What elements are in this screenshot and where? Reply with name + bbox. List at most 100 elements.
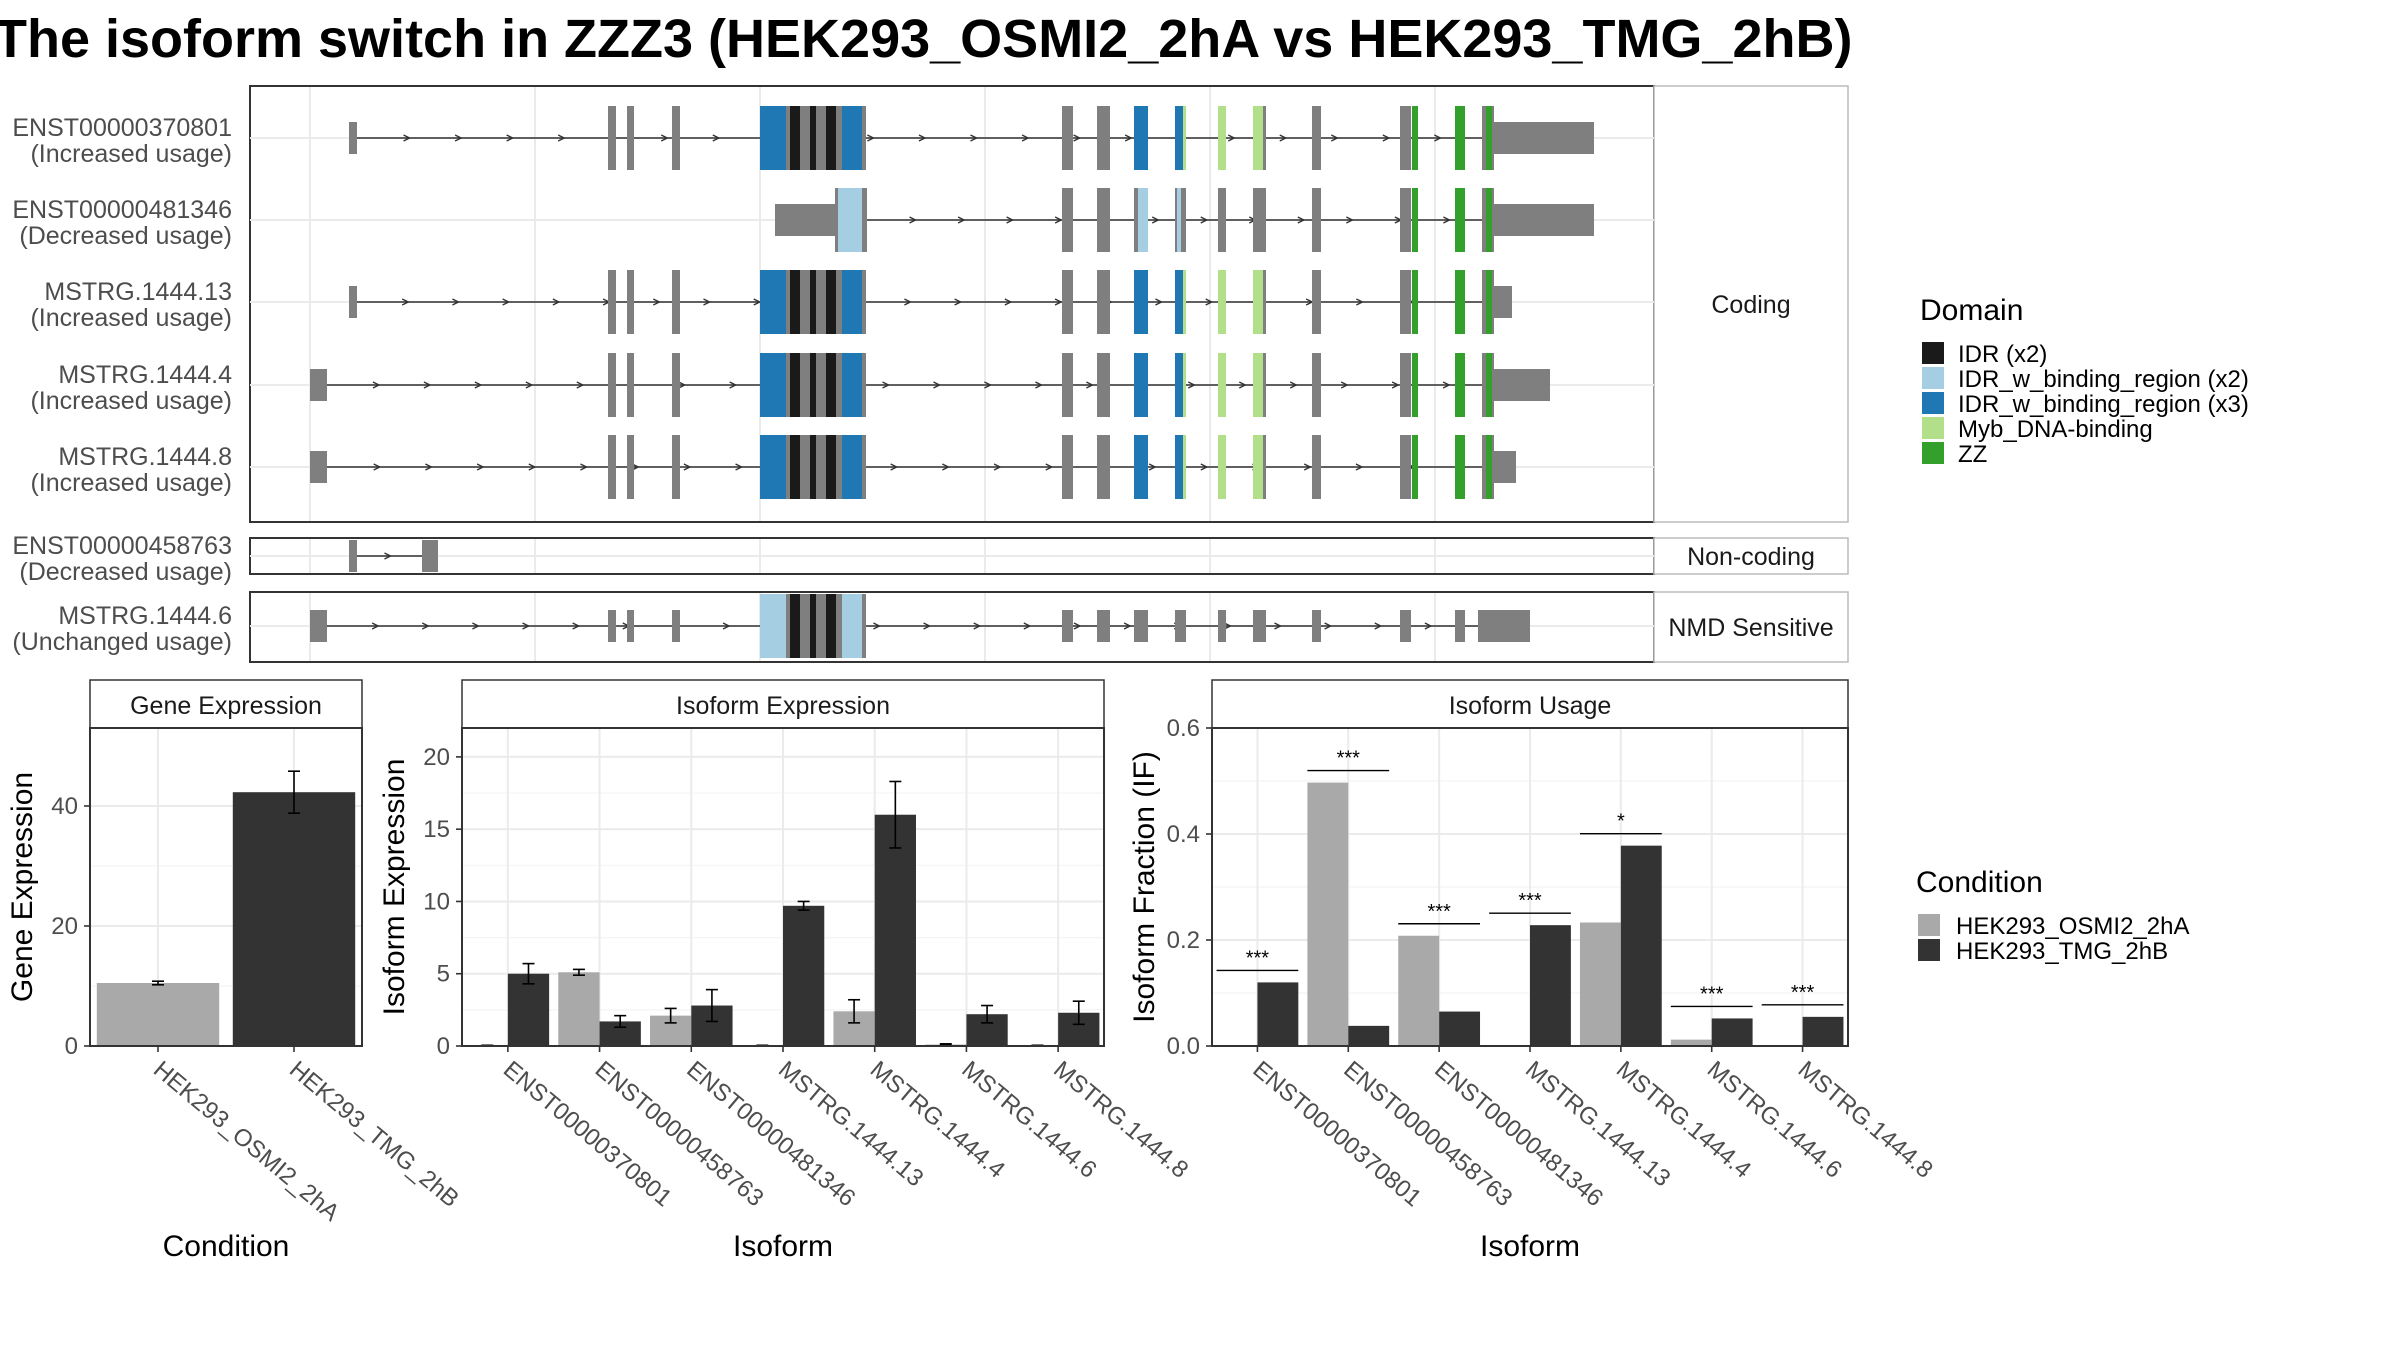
bar <box>1620 845 1662 1046</box>
exon <box>1062 106 1073 170</box>
intron-arrow <box>1023 622 1032 630</box>
exon <box>608 435 616 499</box>
exon <box>1312 610 1321 642</box>
intron-arrow <box>984 381 993 389</box>
exon <box>310 451 327 483</box>
intron-arrow <box>384 552 393 560</box>
exon <box>1097 188 1110 252</box>
bar <box>558 972 600 1046</box>
exon <box>1253 188 1266 252</box>
exon <box>1400 106 1411 170</box>
facet-strip-label: Non-coding <box>1687 543 1815 571</box>
exon <box>349 286 357 318</box>
domain-idr-binding <box>760 106 786 170</box>
intron-arrow <box>472 622 480 630</box>
domain-myb <box>1253 270 1263 334</box>
exon <box>627 610 634 642</box>
exon <box>862 106 866 170</box>
bar <box>1579 922 1621 1046</box>
condition-legend-label: HEK293_OSMI2_2hA <box>1956 913 2189 940</box>
domain-idr <box>826 106 836 170</box>
intron-arrow <box>452 298 461 306</box>
intron-arrow <box>1155 298 1164 306</box>
intron-arrow <box>1434 134 1442 142</box>
bar <box>874 814 916 1046</box>
intron-arrow <box>923 622 932 630</box>
y-tick-label: 10 <box>423 888 450 915</box>
exon <box>1494 451 1516 483</box>
domain-idr-binding <box>1175 270 1183 334</box>
intron-arrow <box>1205 298 1214 306</box>
transcript-usage-label: (Increased usage) <box>30 387 232 415</box>
x-tick-label: ENST00000458763 <box>590 1056 769 1212</box>
domain-idr <box>810 270 816 334</box>
transcript-name-label: ENST00000458763 <box>12 532 232 560</box>
figure-title: The isoform switch in ZZZ3 (HEK293_OSMI2… <box>0 9 1853 69</box>
bar <box>232 792 356 1046</box>
domain-myb <box>1253 106 1263 170</box>
significance-label: *** <box>1337 748 1361 770</box>
bar <box>1348 1025 1390 1046</box>
domain-myb <box>1183 106 1186 170</box>
domain-legend-key <box>1922 417 1944 439</box>
domain-idr <box>790 594 800 658</box>
intron-arrow <box>753 298 762 306</box>
intron-arrow <box>1279 134 1288 142</box>
exon <box>836 270 842 334</box>
domain-idr-binding <box>842 594 862 658</box>
intron-arrow <box>474 381 483 389</box>
exon <box>1175 610 1186 642</box>
transcript-name-label: ENST00000481346 <box>12 196 232 224</box>
x-tick-label: ENST00000481346 <box>681 1056 860 1212</box>
exon <box>862 435 866 499</box>
bar <box>783 905 825 1046</box>
exon <box>422 540 438 572</box>
domain-idr <box>790 270 800 334</box>
intron-arrow <box>1442 381 1451 389</box>
intron-arrow <box>1004 298 1013 306</box>
exon <box>1134 610 1148 642</box>
intron-arrow <box>1006 216 1015 224</box>
exon <box>1312 188 1321 252</box>
intron-arrow <box>722 622 731 630</box>
exon <box>862 594 866 658</box>
exon <box>1400 435 1411 499</box>
exon <box>800 353 810 417</box>
intron-arrow <box>867 134 875 142</box>
intron-arrow <box>1324 622 1333 630</box>
intron-arrow <box>476 463 485 471</box>
exon <box>1312 270 1321 334</box>
domain-idr <box>810 353 816 417</box>
exon <box>1062 353 1073 417</box>
exon <box>786 594 790 658</box>
domain-idr-binding <box>1134 270 1148 334</box>
intron-arrow <box>1123 622 1132 630</box>
exon <box>627 270 634 334</box>
intron-arrow <box>572 622 581 630</box>
intron-arrow <box>735 463 744 471</box>
domain-myb <box>1253 435 1263 499</box>
exon <box>1097 610 1110 642</box>
chart-title: Isoform Usage <box>1449 692 1612 720</box>
domain-myb <box>1218 270 1226 334</box>
intron-arrow <box>631 463 640 471</box>
facet-strip <box>1653 85 1849 523</box>
significance-label: *** <box>1518 890 1542 912</box>
intron-arrow <box>1224 622 1232 630</box>
intron-arrow <box>1200 463 1209 471</box>
condition-legend-key <box>1918 914 1940 936</box>
domain-zz <box>1412 106 1418 170</box>
domain-idr-binding <box>760 435 786 499</box>
exon <box>775 204 835 236</box>
exon <box>608 353 616 417</box>
intron-arrow <box>942 463 950 471</box>
domain-idr-binding <box>1134 106 1148 170</box>
exon <box>1097 435 1110 499</box>
y-tick-label: 5 <box>437 961 450 988</box>
y-axis-label: Isoform Expression <box>378 759 411 1016</box>
intron-arrow <box>1303 463 1312 471</box>
exon <box>1482 270 1486 334</box>
domain-zz <box>1486 270 1492 334</box>
intron-arrow <box>1073 622 1082 630</box>
intron-arrow <box>522 622 531 630</box>
